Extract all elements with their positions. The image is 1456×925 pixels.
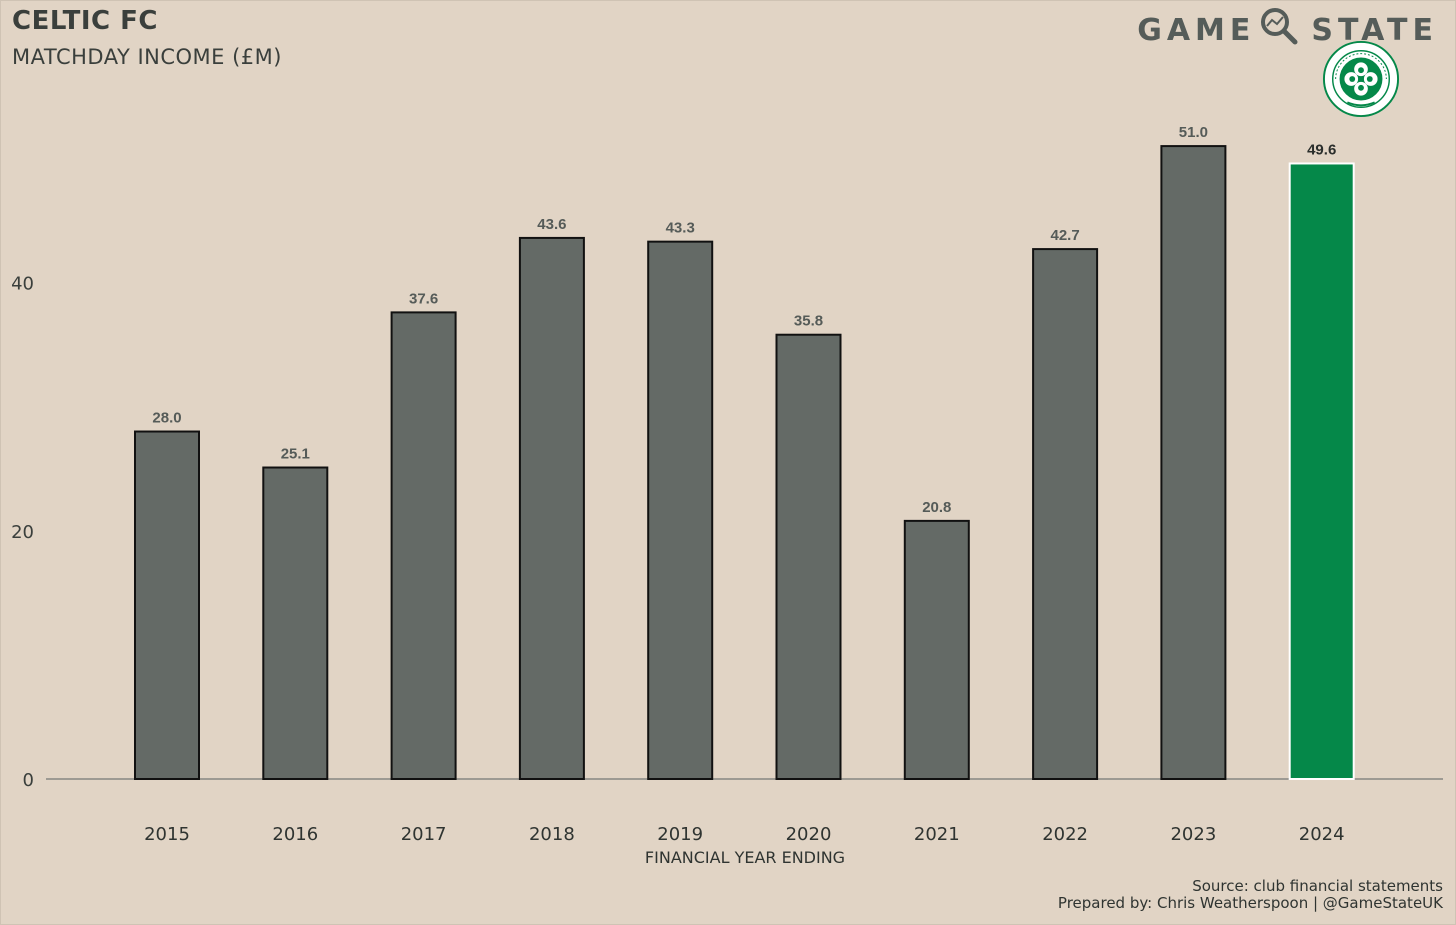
y-tick-label: 0 [23, 770, 34, 791]
x-tick-label: 2018 [529, 824, 575, 845]
brand-word-game: GAME [1137, 12, 1256, 48]
bar [1160, 145, 1227, 780]
x-tick-label: 2017 [401, 824, 447, 845]
bar-value-label: 20.8 [922, 499, 951, 516]
magnifier-icon [1259, 6, 1299, 54]
bar-value-label: 37.6 [409, 290, 438, 307]
bar-value-label: 42.7 [1050, 227, 1079, 244]
x-tick-label: 2019 [657, 824, 703, 845]
x-tick-label: 2015 [144, 824, 190, 845]
bar [390, 311, 457, 780]
x-axis-title: FINANCIAL YEAR ENDING [645, 848, 845, 867]
brand-logo: GAME STATE [1137, 6, 1438, 54]
chart-subtitle: MATCHDAY INCOME (£M) [12, 45, 282, 69]
x-tick-label: 2020 [786, 824, 832, 845]
credit-note: Prepared by: Chris Weatherspoon | @GameS… [1057, 894, 1443, 912]
bar [518, 236, 585, 780]
y-tick-label: 40 [11, 274, 34, 295]
bar-value-label: 35.8 [794, 313, 823, 330]
bar-value-label: 25.1 [281, 446, 310, 463]
bar [1032, 248, 1099, 780]
bar [647, 240, 714, 781]
bar-value-label: 49.6 [1307, 141, 1336, 158]
bar-value-label: 43.6 [537, 216, 566, 233]
x-tick-label: 2023 [1170, 824, 1216, 845]
chart-title: CELTIC FC [12, 6, 158, 36]
bar-value-label: 51.0 [1179, 124, 1208, 141]
brand-word-state: STATE [1311, 12, 1438, 48]
celtic-crest-logo [1322, 40, 1400, 118]
source-note: Source: club financial statements [1192, 877, 1443, 895]
bar [134, 430, 200, 780]
bar [903, 519, 970, 780]
x-tick-label: 2016 [272, 824, 318, 845]
y-tick-label: 20 [11, 522, 34, 543]
bar [262, 466, 329, 780]
x-tick-label: 2021 [914, 824, 960, 845]
bar [775, 333, 842, 780]
bar-value-label: 43.3 [666, 220, 695, 237]
x-tick-label: 2022 [1042, 824, 1088, 845]
bar-value-label: 28.0 [152, 410, 181, 427]
bar [1288, 162, 1355, 781]
x-tick-label: 2024 [1299, 824, 1345, 845]
